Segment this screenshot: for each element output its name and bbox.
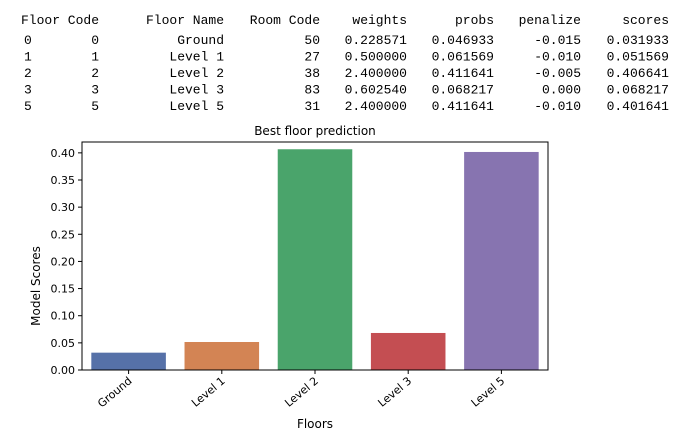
table-cell: 0.000 — [542, 83, 581, 98]
y-tick-label: 0.05 — [51, 337, 76, 350]
dataframe-body: 0 0 Ground 50 0.228571 0.046933 -0.015 0.031933… — [24, 33, 669, 114]
row-index: 0 — [24, 33, 32, 48]
y-axis-ticks: 0.00 0.05 0.10 0.15 0.20 0.25 0.30 0.35 0.40 — [51, 147, 82, 377]
table-cell: -0.010 — [534, 50, 581, 65]
table-cell: -0.005 — [534, 66, 581, 81]
column-header: scores — [622, 13, 669, 28]
x-tick-label: Ground — [95, 374, 134, 410]
table-cell: 1 — [91, 50, 99, 65]
table-cell: -0.010 — [534, 99, 581, 114]
table-cell: Ground — [177, 33, 224, 48]
table-cell: Level 5 — [169, 99, 224, 114]
bar-chart: Best floor prediction Model Scores Floor… — [29, 124, 549, 431]
table-cell: Level 1 — [169, 50, 224, 65]
y-tick-label: 0.40 — [51, 147, 76, 160]
column-header: Floor Name — [146, 13, 224, 28]
x-tick-label: Level 3 — [375, 374, 414, 409]
bar-level-1 — [184, 342, 260, 370]
bars — [91, 149, 539, 370]
table-cell: Level 3 — [169, 83, 224, 98]
table-cell: 5 — [91, 99, 99, 114]
table-row: 2 2 Level 2 38 2.400000 0.411641 -0.005 0.40664… — [24, 66, 669, 81]
y-tick-label: 0.25 — [51, 228, 76, 241]
column-header: Floor Code — [21, 13, 99, 28]
table-cell: 0.046933 — [432, 33, 494, 48]
table-cell: 0.401641 — [607, 99, 670, 114]
table-cell: Level 2 — [169, 66, 224, 81]
y-tick-label: 0.30 — [51, 201, 76, 214]
table-cell: 0.061569 — [432, 50, 494, 65]
row-index: 3 — [24, 83, 32, 98]
y-tick-label: 0.20 — [51, 255, 76, 268]
x-axis-label: Floors — [297, 417, 333, 431]
row-index: 2 — [24, 66, 32, 81]
x-tick-label: Level 5 — [469, 374, 508, 409]
table-row: 5 5 Level 5 31 2.400000 0.411641 -0.010 0.40164… — [24, 99, 669, 114]
table-cell: 0.406641 — [607, 66, 670, 81]
y-tick-label: 0.15 — [51, 283, 76, 296]
table-cell: 83 — [304, 83, 320, 98]
column-header: weights — [352, 13, 407, 28]
row-index: 5 — [24, 99, 32, 114]
table-cell: 0.411641 — [432, 66, 495, 81]
bar-level-3 — [370, 332, 446, 370]
table-cell: 0.500000 — [345, 50, 407, 65]
table-cell: 2 — [91, 66, 99, 81]
column-header: probs — [455, 13, 494, 28]
table-row: 0 0 Ground 50 0.228571 0.046933 -0.015 0.031933 — [24, 33, 669, 48]
x-tick-label: Level 2 — [282, 374, 321, 409]
table-cell: 2.400000 — [345, 66, 407, 81]
column-header: penalize — [519, 13, 581, 28]
dataframe-header: Floor Code Floor Name Room Code weights prob… — [21, 13, 669, 28]
chart-title: Best floor prediction — [254, 124, 376, 138]
table-cell: 3 — [91, 83, 99, 98]
table-cell: 50 — [304, 33, 320, 48]
x-tick-label: Level 1 — [189, 374, 228, 409]
table-cell: 31 — [304, 99, 320, 114]
plot-frame — [81, 141, 549, 371]
table-cell: 0.228571 — [345, 33, 408, 48]
y-axis-label: Model Scores — [29, 246, 43, 326]
table-cell: 0.031933 — [607, 33, 669, 48]
bar-level-2 — [277, 149, 353, 370]
table-cell: 0.602540 — [345, 83, 407, 98]
table-row: 1 1 Level 1 27 0.500000 0.061569 -0.010 0.05156… — [24, 50, 669, 65]
row-index: 1 — [24, 50, 32, 65]
y-tick-label: 0.35 — [51, 174, 76, 187]
bar-level-5 — [464, 151, 539, 370]
table-row: 3 3 Level 3 83 0.602540 0.068217 0.000 0.068217 — [24, 83, 669, 98]
column-header: Room Code — [250, 13, 320, 28]
y-tick-label: 0.10 — [51, 310, 76, 323]
table-cell: 38 — [304, 66, 320, 81]
table-cell: 0.411641 — [432, 99, 495, 114]
bar-ground — [91, 352, 166, 370]
table-cell: -0.015 — [534, 33, 581, 48]
x-axis-ticks: Ground Level 1 Level 2 Level 3 Level 5 — [95, 370, 507, 410]
dataframe-table: Floor Code Floor Name Room Code weights prob… — [21, 13, 669, 114]
table-cell: 0.068217 — [607, 83, 669, 98]
table-cell: 2.400000 — [345, 99, 407, 114]
table-cell: 0 — [91, 33, 99, 48]
table-cell: 27 — [304, 50, 320, 65]
table-cell: 0.051569 — [607, 50, 669, 65]
table-cell: 0.068217 — [432, 83, 494, 98]
y-tick-label: 0.00 — [51, 364, 76, 377]
